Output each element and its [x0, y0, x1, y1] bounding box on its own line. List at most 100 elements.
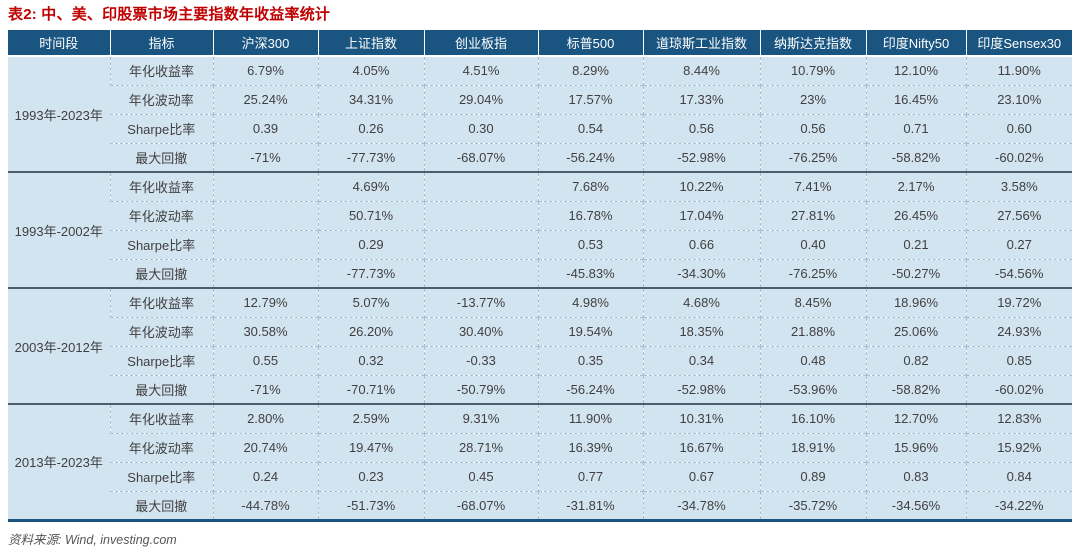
- period-cell: 1993年-2002年: [8, 171, 110, 288]
- value-cell: 19.72%: [965, 287, 1072, 317]
- period-cell: 2013年-2023年: [8, 403, 110, 520]
- value-cell: 12.10%: [865, 55, 966, 85]
- value-cell: -56.24%: [537, 374, 643, 404]
- value-cell: -58.82%: [865, 142, 966, 172]
- period-group: 1993年-2002年 年化收益率 4.69% 7.68% 10.22% 7.41% 2.1…: [8, 171, 1072, 288]
- column-header: 时间段: [8, 30, 110, 56]
- value-cell: 0.53: [537, 229, 643, 259]
- value-cell: 0.34: [642, 345, 760, 375]
- value-cell: -50.79%: [423, 374, 538, 404]
- value-cell: -51.73%: [317, 490, 424, 520]
- table-row: 2013年-2023年 年化收益率 2.80% 2.59% 9.31% 11.90% 10.…: [8, 403, 1072, 520]
- value-cell: 24.93%: [965, 316, 1072, 346]
- value-cell: 12.79%: [212, 287, 318, 317]
- table-row: 最大回撤 -71% -77.73% -68.07% -56.24% -52.98% -76.…: [8, 142, 1072, 172]
- column-header: 创业板指: [423, 30, 538, 56]
- value-cell: -53.96%: [759, 374, 866, 404]
- value-cell: -76.25%: [759, 258, 866, 288]
- value-cell: 0.23: [317, 461, 424, 491]
- value-cell: 9.31%: [423, 403, 538, 433]
- value-cell: -56.24%: [537, 142, 643, 172]
- value-cell: [423, 200, 538, 230]
- value-cell: 28.71%: [423, 432, 538, 462]
- value-cell: 4.05%: [317, 55, 424, 85]
- table-row: 年化波动率 25.24% 34.31% 29.04% 17.57% 17.33% 23% 16…: [8, 84, 1072, 114]
- indicator-cell: 最大回撤: [110, 490, 213, 520]
- value-cell: [212, 258, 318, 288]
- indicator-cell: 年化波动率: [110, 84, 213, 114]
- indicator-cell: Sharpe比率: [110, 461, 213, 491]
- value-cell: 0.66: [642, 229, 760, 259]
- indicator-cell: 年化收益率: [109, 55, 213, 85]
- value-cell: -13.77%: [423, 287, 538, 317]
- value-cell: 29.04%: [423, 84, 538, 114]
- value-cell: 30.40%: [423, 316, 538, 346]
- value-cell: 16.45%: [865, 84, 966, 114]
- indicator-cell: 年化波动率: [110, 316, 213, 346]
- value-cell: [212, 171, 318, 201]
- value-cell: 3.58%: [965, 171, 1072, 201]
- column-header: 指标: [109, 30, 213, 56]
- value-cell: -45.83%: [537, 258, 643, 288]
- source-note: 资料来源: Wind, investing.com: [8, 532, 177, 547]
- value-cell: 10.22%: [642, 171, 760, 201]
- value-cell: -52.98%: [642, 374, 760, 404]
- indicator-cell: 年化波动率: [110, 200, 213, 230]
- value-cell: [212, 200, 318, 230]
- value-cell: 12.70%: [865, 403, 966, 433]
- column-header: 纳斯达克指数: [759, 30, 866, 56]
- value-cell: [423, 258, 538, 288]
- value-cell: 19.54%: [537, 316, 643, 346]
- value-cell: 26.20%: [317, 316, 424, 346]
- value-cell: -34.78%: [642, 490, 760, 520]
- column-header: 道琼斯工业指数: [642, 30, 760, 56]
- value-cell: 7.41%: [759, 171, 866, 201]
- value-cell: 6.79%: [212, 55, 318, 85]
- value-cell: -71%: [212, 142, 318, 172]
- value-cell: 27.81%: [759, 200, 866, 230]
- value-cell: 0.39: [212, 113, 318, 143]
- value-cell: 18.35%: [642, 316, 760, 346]
- value-cell: -70.71%: [317, 374, 424, 404]
- table-row: 1993年-2002年 年化收益率 4.69% 7.68% 10.22% 7.41% 2.1…: [8, 171, 1072, 288]
- table-row: 年化波动率 30.58% 26.20% 30.40% 19.54% 18.35% 21.88…: [8, 316, 1072, 346]
- value-cell: 0.83: [865, 461, 966, 491]
- table-title: 表2: 中、美、印股票市场主要指数年收益率统计: [8, 6, 331, 23]
- value-cell: 0.56: [759, 113, 866, 143]
- value-cell: 16.78%: [537, 200, 643, 230]
- report-table: 时间段 指标 沪深300 上证指数 创业板指 标普500 道琼斯工业指数 纳斯达克指数 印度Ni…: [8, 30, 1072, 522]
- value-cell: 0.32: [317, 345, 424, 375]
- value-cell: 17.57%: [537, 84, 643, 114]
- table-row: Sharpe比率 0.39 0.26 0.30 0.54 0.56 0.56 0.71 0.60: [8, 113, 1072, 143]
- table-row: 年化波动率 50.71% 16.78% 17.04% 27.81% 26.45% 27.56…: [8, 200, 1072, 230]
- value-cell: 25.24%: [212, 84, 318, 114]
- value-cell: 23.10%: [965, 84, 1072, 114]
- value-cell: 0.60: [965, 113, 1072, 143]
- value-cell: 11.90%: [537, 403, 643, 433]
- value-cell: 2.80%: [212, 403, 318, 433]
- value-cell: 12.83%: [965, 403, 1072, 433]
- table-header: 时间段 指标 沪深300 上证指数 创业板指 标普500 道琼斯工业指数 纳斯达克指数 印度Ni…: [8, 30, 1072, 56]
- value-cell: 0.54: [537, 113, 643, 143]
- indicator-cell: 年化收益率: [109, 287, 213, 317]
- table-row: 最大回撤 -77.73% -45.83% -34.30% -76.25% -50.27% -…: [8, 258, 1072, 288]
- value-cell: 0.29: [317, 229, 424, 259]
- indicator-cell: 年化收益率: [109, 171, 213, 201]
- table-row: Sharpe比率 0.24 0.23 0.45 0.77 0.67 0.89 0.83 0.84: [8, 461, 1072, 491]
- value-cell: -0.33: [423, 345, 538, 375]
- value-cell: 0.48: [759, 345, 866, 375]
- indicator-cell: 最大回撤: [110, 374, 213, 404]
- value-cell: 0.89: [759, 461, 866, 491]
- value-cell: 11.90%: [965, 55, 1072, 85]
- value-cell: 4.51%: [423, 55, 538, 85]
- column-header: 印度Sensex30: [965, 30, 1072, 56]
- period-group: 2013年-2023年 年化收益率 2.80% 2.59% 9.31% 11.90% 10.…: [8, 403, 1072, 520]
- value-cell: -68.07%: [423, 490, 538, 520]
- value-cell: 8.29%: [537, 55, 643, 85]
- indicator-cell: Sharpe比率: [110, 229, 213, 259]
- value-cell: 0.67: [642, 461, 760, 491]
- value-cell: 8.45%: [759, 287, 866, 317]
- period-cell: 2003年-2012年: [8, 287, 110, 404]
- value-cell: 0.85: [965, 345, 1072, 375]
